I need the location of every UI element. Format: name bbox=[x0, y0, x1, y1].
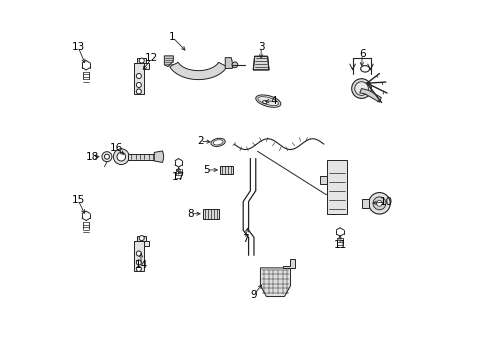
Polygon shape bbox=[134, 241, 144, 271]
Polygon shape bbox=[137, 58, 146, 63]
Text: 14: 14 bbox=[134, 260, 147, 270]
Circle shape bbox=[136, 82, 141, 87]
Circle shape bbox=[373, 197, 386, 210]
Text: 8: 8 bbox=[187, 209, 194, 219]
Circle shape bbox=[136, 260, 141, 265]
Circle shape bbox=[139, 235, 144, 240]
Polygon shape bbox=[283, 259, 295, 268]
Text: 11: 11 bbox=[333, 240, 346, 250]
Text: 1: 1 bbox=[169, 32, 176, 42]
Polygon shape bbox=[154, 151, 164, 162]
Ellipse shape bbox=[263, 101, 267, 104]
Polygon shape bbox=[362, 199, 368, 208]
Text: 2: 2 bbox=[197, 136, 203, 146]
Circle shape bbox=[113, 149, 129, 165]
Polygon shape bbox=[164, 56, 173, 67]
Text: 12: 12 bbox=[145, 53, 158, 63]
Polygon shape bbox=[253, 56, 269, 70]
Circle shape bbox=[377, 201, 382, 206]
Polygon shape bbox=[260, 268, 291, 297]
Ellipse shape bbox=[211, 138, 225, 147]
Polygon shape bbox=[134, 63, 144, 94]
Circle shape bbox=[139, 58, 144, 63]
Circle shape bbox=[136, 73, 141, 78]
Circle shape bbox=[136, 266, 141, 271]
Text: 9: 9 bbox=[250, 291, 257, 301]
Ellipse shape bbox=[352, 79, 371, 98]
Circle shape bbox=[136, 89, 141, 94]
Text: 3: 3 bbox=[258, 42, 265, 52]
Polygon shape bbox=[225, 58, 232, 68]
Polygon shape bbox=[360, 89, 381, 102]
Circle shape bbox=[136, 251, 141, 256]
Circle shape bbox=[368, 193, 390, 214]
Text: 13: 13 bbox=[72, 42, 85, 52]
Polygon shape bbox=[320, 176, 327, 184]
Text: 15: 15 bbox=[72, 195, 85, 206]
Text: 18: 18 bbox=[86, 152, 99, 162]
Text: 6: 6 bbox=[359, 49, 366, 59]
Polygon shape bbox=[134, 63, 149, 69]
Ellipse shape bbox=[213, 140, 223, 145]
Text: 5: 5 bbox=[203, 165, 210, 175]
Text: 16: 16 bbox=[110, 143, 123, 153]
Text: 7: 7 bbox=[242, 234, 248, 244]
Polygon shape bbox=[203, 209, 219, 220]
Polygon shape bbox=[137, 235, 146, 241]
Circle shape bbox=[102, 152, 112, 162]
Ellipse shape bbox=[355, 82, 368, 95]
Polygon shape bbox=[170, 62, 227, 80]
Circle shape bbox=[232, 62, 238, 68]
Circle shape bbox=[104, 154, 109, 159]
Text: 4: 4 bbox=[270, 96, 277, 106]
Ellipse shape bbox=[256, 95, 281, 107]
Polygon shape bbox=[220, 166, 233, 174]
Polygon shape bbox=[327, 160, 347, 214]
Text: 17: 17 bbox=[172, 172, 185, 182]
Polygon shape bbox=[134, 241, 149, 246]
Polygon shape bbox=[128, 154, 155, 159]
Circle shape bbox=[117, 152, 125, 161]
Text: 10: 10 bbox=[380, 197, 393, 207]
